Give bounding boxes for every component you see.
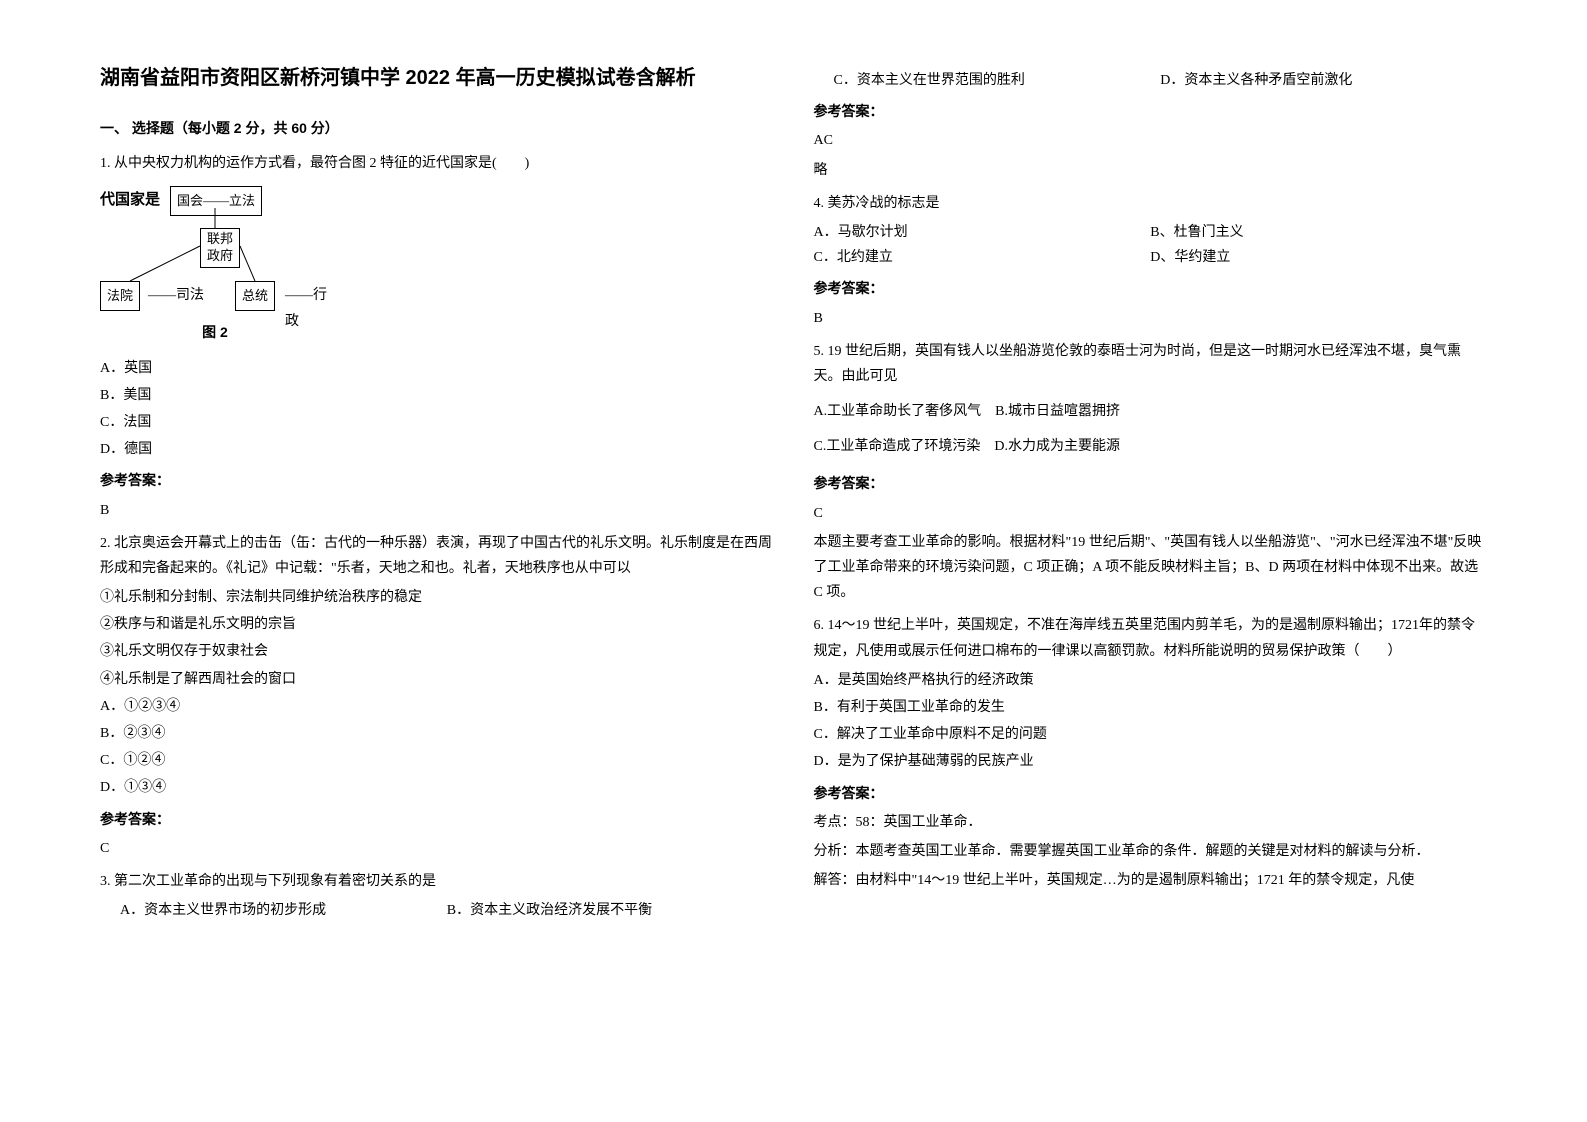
- q1-optD: D．德国: [100, 437, 774, 462]
- q2-optA: A．①②③④: [100, 694, 774, 719]
- q3-brief: 略: [814, 158, 1488, 183]
- q1-optB: B．美国: [100, 383, 774, 408]
- q2-sub3: ③礼乐文明仅存于奴隶社会: [100, 639, 774, 664]
- question-6: 6. 14～19 世纪上半叶，英国规定，不准在海岸线五英里范围内剪羊毛，为的是遏…: [814, 613, 1488, 893]
- q4-optB: B、杜鲁门主义: [1150, 220, 1487, 245]
- q1-answer: B: [100, 498, 774, 523]
- q2-sub2: ②秩序与和谐是礼乐文明的宗旨: [100, 612, 774, 637]
- q1-text: 1. 从中央权力机构的运作方式看，最符合图 2 特征的近代国家是( ): [100, 151, 774, 176]
- diagram-top-label: 代国家是: [100, 186, 160, 213]
- question-5: 5. 19 世纪后期，英国有钱人以坐船游览伦敦的泰晤士河为时尚，但是这一时期河水…: [814, 339, 1488, 606]
- q4-answer-label: 参考答案：: [814, 276, 1488, 301]
- label-judicial: ——司法: [148, 281, 204, 310]
- q6-kaodian: 考点：58：英国工业革命．: [814, 810, 1488, 835]
- question-3: 3. 第二次工业革命的出现与下列现象有着密切关系的是 A．资本主义世界市场的初步…: [100, 869, 774, 923]
- q6-optD: D．是为了保护基础薄弱的民族产业: [814, 749, 1488, 774]
- question-3-cont: C．资本主义在世界范围的胜利 D．资本主义各种矛盾空前激化 参考答案： AC 略: [814, 68, 1488, 183]
- q1-diagram: 代国家是 国会——立法 联邦 政府 法院 ——司法 总统 ——行政 图 2: [100, 186, 330, 345]
- q5-explain: 本题主要考查工业革命的影响。根据材料"19 世纪后期"、"英国有钱人以坐船游览"…: [814, 530, 1488, 606]
- q1-answer-label: 参考答案：: [100, 468, 774, 493]
- box-president: 总统: [235, 281, 275, 310]
- question-2: 2. 北京奥运会开幕式上的击缶（缶：古代的一种乐器）表演，再现了中国古代的礼乐文…: [100, 531, 774, 861]
- q6-fenxi: 分析：本题考查英国工业革命．需要掌握英国工业革命的条件．解题的关键是对材料的解读…: [814, 839, 1488, 864]
- q3-optD: D．资本主义各种矛盾空前激化: [1160, 68, 1487, 93]
- q3-optA: A．资本主义世界市场的初步形成: [120, 898, 447, 923]
- q2-sub4: ④礼乐制是了解西周社会的窗口: [100, 667, 774, 692]
- q6-optB: B．有利于英国工业革命的发生: [814, 695, 1488, 720]
- q2-optC: C．①②④: [100, 748, 774, 773]
- exam-title: 湖南省益阳市资阳区新桥河镇中学 2022 年高一历史模拟试卷含解析: [100, 60, 774, 96]
- q2-sub1: ①礼乐制和分封制、宗法制共同维护统治秩序的稳定: [100, 585, 774, 610]
- q5-answer-label: 参考答案：: [814, 471, 1488, 496]
- question-4: 4. 美苏冷战的标志是 A．马歇尔计划 B、杜鲁门主义 C．北约建立 D、华约建…: [814, 191, 1488, 331]
- q4-optC: C．北约建立: [814, 245, 1151, 270]
- box-court: 法院: [100, 281, 140, 310]
- q4-text: 4. 美苏冷战的标志是: [814, 191, 1488, 216]
- q6-answer-label: 参考答案：: [814, 781, 1488, 806]
- q6-text: 6. 14～19 世纪上半叶，英国规定，不准在海岸线五英里范围内剪羊毛，为的是遏…: [814, 613, 1488, 663]
- q4-optD: D、华约建立: [1150, 245, 1487, 270]
- q4-answer: B: [814, 306, 1488, 331]
- q6-optC: C．解决了工业革命中原料不足的问题: [814, 722, 1488, 747]
- q4-optA: A．马歇尔计划: [814, 220, 1151, 245]
- q5-optB: B.城市日益喧嚣拥挤: [995, 404, 1120, 419]
- q3-text: 3. 第二次工业革命的出现与下列现象有着密切关系的是: [100, 869, 774, 894]
- q2-answer: C: [100, 836, 774, 861]
- q3-optC: C．资本主义在世界范围的胜利: [834, 68, 1161, 93]
- box-congress: 国会——立法: [170, 186, 262, 215]
- q1-optC: C．法国: [100, 410, 774, 435]
- section-header: 一、 选择题（每小题 2 分，共 60 分）: [100, 116, 774, 141]
- q3-answer: AC: [814, 128, 1488, 153]
- q2-text: 2. 北京奥运会开幕式上的击缶（缶：古代的一种乐器）表演，再现了中国古代的礼乐文…: [100, 531, 774, 581]
- q2-optD: D．①③④: [100, 775, 774, 800]
- q6-optA: A．是英国始终严格执行的经济政策: [814, 668, 1488, 693]
- q2-optB: B．②③④: [100, 721, 774, 746]
- q5-answer: C: [814, 501, 1488, 526]
- q3-answer-label: 参考答案：: [814, 99, 1488, 124]
- q5-optA: A.工业革命助长了奢侈风气: [814, 404, 982, 419]
- box-federal-gov: 联邦 政府: [200, 228, 240, 268]
- q5-optD: D.水力成为主要能源: [994, 439, 1120, 454]
- q2-answer-label: 参考答案：: [100, 807, 774, 832]
- label-executive: ——行政: [285, 281, 330, 335]
- question-1: 1. 从中央权力机构的运作方式看，最符合图 2 特征的近代国家是( ) 代国家是…: [100, 151, 774, 523]
- q5-text: 5. 19 世纪后期，英国有钱人以坐船游览伦敦的泰晤士河为时尚，但是这一时期河水…: [814, 339, 1488, 389]
- q5-optC: C.工业革命造成了环境污染: [814, 439, 981, 454]
- q1-optA: A．英国: [100, 356, 774, 381]
- q3-optB: B．资本主义政治经济发展不平衡: [447, 898, 774, 923]
- q6-jieda: 解答：由材料中"14～19 世纪上半叶，英国规定…为的是遏制原料输出；1721 …: [814, 868, 1488, 893]
